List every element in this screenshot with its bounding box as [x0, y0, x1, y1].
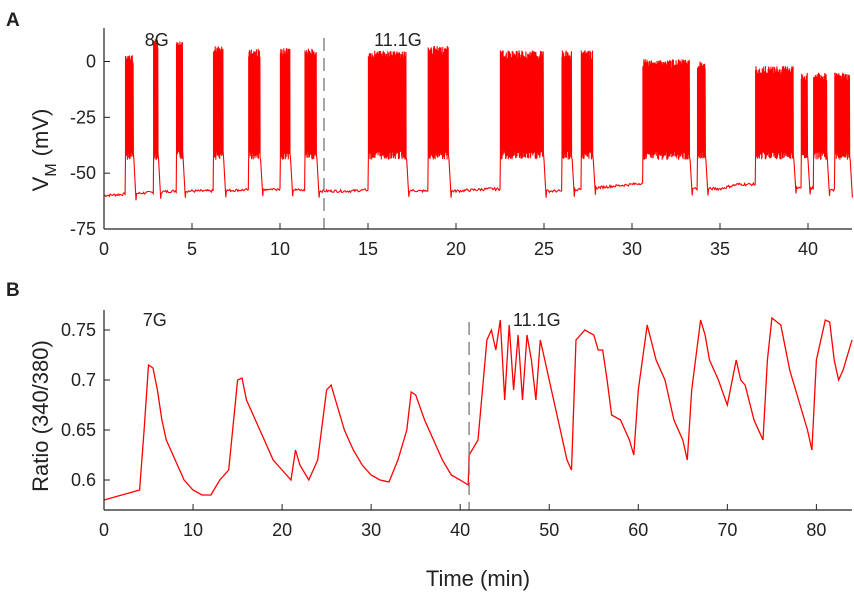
panel-a-xtick-label: 15	[358, 239, 378, 259]
panel-a-axes: 0 5 10 15 20 25 30 35 40 -75 -50 -25 0	[70, 28, 852, 259]
panel-a-ylabel-unit: (mV)	[28, 109, 53, 157]
panel-b-trace	[103, 316, 853, 501]
panel-a-ytick-label: -75	[70, 219, 96, 239]
panel-b-xtick-label: 10	[183, 520, 203, 540]
panel-a-annotation-8g: 8G	[145, 30, 169, 50]
panel-a-xtick-label: 20	[446, 239, 466, 259]
panel-a-ytick-label: -25	[70, 107, 96, 127]
panel-b-xtick-label: 30	[361, 520, 381, 540]
panel-a-xtick-label: 5	[187, 239, 197, 259]
panel-b-xtick-label: 80	[806, 520, 826, 540]
panel-b-xtick-label: 70	[717, 520, 737, 540]
panel-a-xtick-label: 40	[798, 239, 818, 259]
panel-a-xtick-label: 10	[270, 239, 290, 259]
panel-b-annotation-11g: 11.1G	[513, 310, 561, 330]
panel-a-ylabel-main: V	[28, 176, 53, 191]
panel-b-ytick-label: 0.6	[71, 470, 96, 490]
panel-b-axes: 0 10 20 30 40 50 60 70 80 0.6 0.65 0.7 0.75	[61, 310, 852, 540]
panel-a-ytick-label: -50	[70, 163, 96, 183]
panel-a-xtick-label: 0	[99, 239, 109, 259]
panel-b-annotation-7g: 7G	[143, 310, 167, 330]
panel-a-ylabel: VM (mV)	[28, 109, 60, 192]
panel-b-xtick-label: 20	[272, 520, 292, 540]
panel-a: A 0 5 10 15 20 25 30 35 40 -75 -50 -25 0 8G 11.1G VM…	[6, 10, 853, 259]
panel-a-xtick-label: 35	[710, 239, 730, 259]
panel-b-ytick-label: 0.7	[71, 370, 96, 390]
panel-b-ytick-label: 0.65	[61, 420, 96, 440]
panel-a-xtick-label: 30	[622, 239, 642, 259]
panel-a-ylabel-sub: M	[43, 163, 60, 176]
x-axis-title: Time (min)	[426, 566, 530, 591]
panel-a-trace	[103, 39, 853, 201]
panel-b-label: B	[6, 280, 20, 301]
panel-b: B 0 10 20 30 40 50 60 70 80 0.6 0.65 0.7 0.75 7G 11.…	[6, 280, 853, 540]
panel-b-ytick-label: 0.75	[61, 320, 96, 340]
panel-b-xtick-label: 50	[539, 520, 559, 540]
panel-b-xtick-label: 0	[99, 520, 109, 540]
panel-b-xtick-label: 40	[450, 520, 470, 540]
panel-a-ytick-label: 0	[86, 52, 96, 72]
panel-b-xtick-label: 60	[628, 520, 648, 540]
panel-a-voltage-line	[103, 39, 853, 201]
panel-a-annotation-11g: 11.1G	[374, 30, 422, 50]
panel-a-xtick-label: 25	[534, 239, 554, 259]
panel-b-ylabel: Ratio (340/380)	[28, 340, 53, 492]
panel-a-label: A	[6, 10, 20, 31]
